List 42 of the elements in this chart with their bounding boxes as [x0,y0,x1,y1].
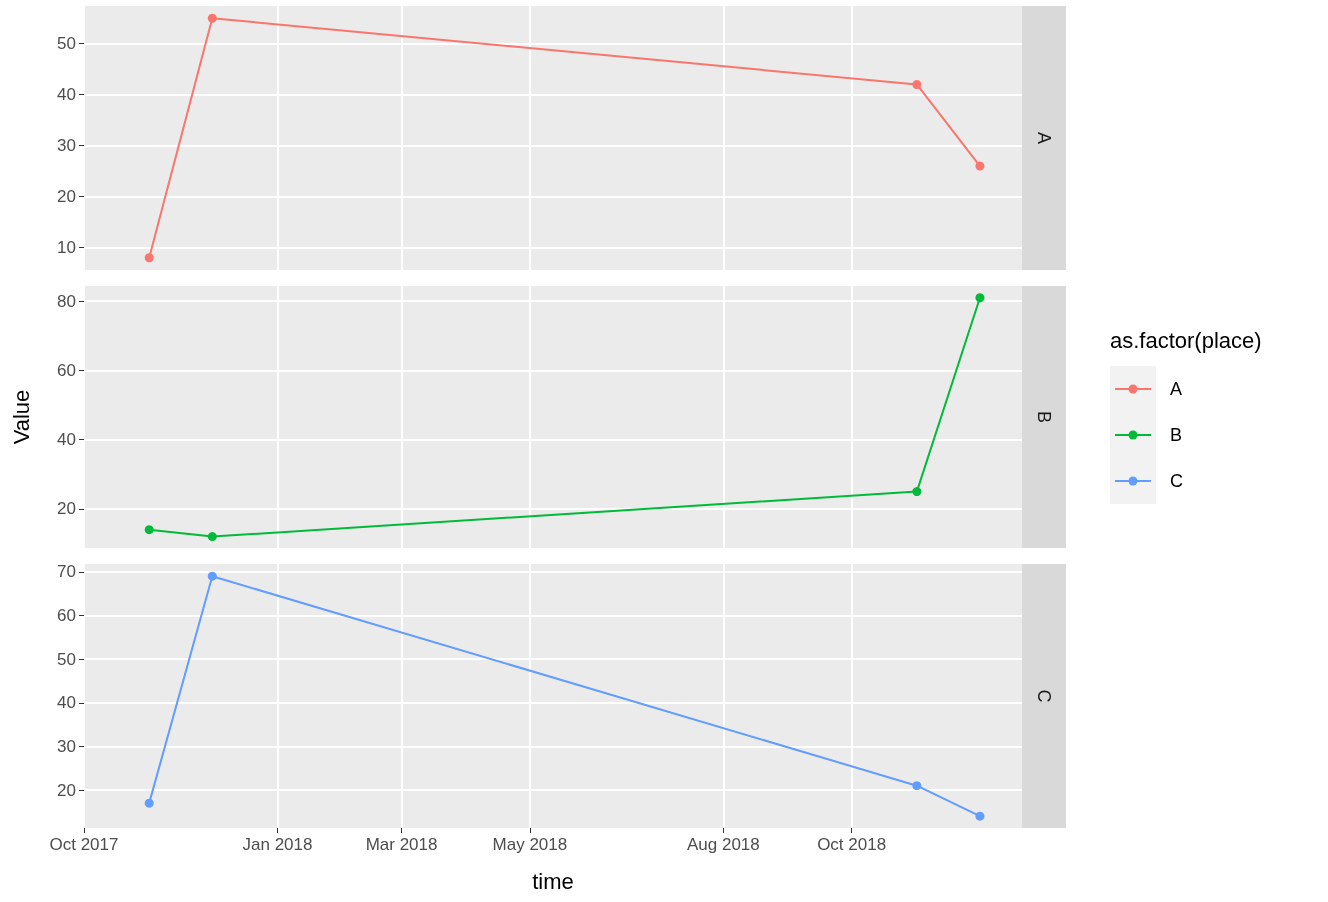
point [912,781,922,791]
point [975,293,985,303]
x-axis-title: time [532,868,574,894]
y-tick-label: 50 [57,34,76,54]
legend-label: A [1170,378,1183,400]
point [975,811,985,821]
y-tick-label: 50 [57,649,76,669]
y-tick-label: 20 [57,780,76,800]
y-tick-label: 30 [57,736,76,756]
point [207,13,217,23]
x-tick-label: Jan 2018 [242,835,313,854]
point [207,571,217,581]
point [912,79,922,89]
text: C [1034,689,1054,703]
y-axis-title: Value [8,389,34,445]
y-tick-label: 20 [57,187,76,207]
point [144,253,154,263]
point [912,487,922,497]
x-tick-label: Oct 2018 [817,835,887,854]
point [207,532,217,542]
legend-label: B [1170,424,1183,446]
y-tick-label: 40 [57,85,76,105]
y-tick-label: 60 [57,360,76,380]
point [144,525,154,535]
point [975,161,985,171]
y-tick-label: 60 [57,605,76,625]
x-tick-label: Mar 2018 [365,835,438,854]
text: B [1034,410,1054,424]
y-tick-label: 70 [57,562,76,582]
text: A [1034,131,1054,145]
x-tick-label: Oct 2017 [49,835,119,854]
y-tick-label: 40 [57,693,76,713]
y-tick-label: 30 [57,136,76,156]
y-tick-label: 80 [57,291,76,311]
legend-title: as.factor(place) [1110,328,1262,354]
legend-label: C [1170,470,1183,492]
y-tick-label: 20 [57,499,76,519]
y-tick-label: 10 [57,238,76,258]
x-tick-label: May 2018 [492,835,568,854]
point [144,798,154,808]
y-tick-label: 40 [57,430,76,450]
x-tick-label: Aug 2018 [686,835,760,854]
